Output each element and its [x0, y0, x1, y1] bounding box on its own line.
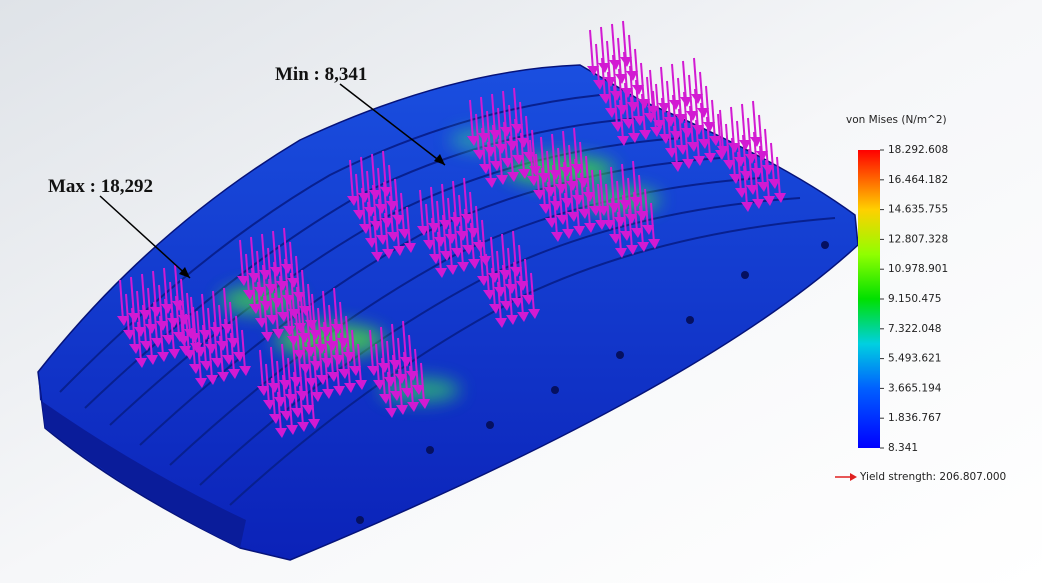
legend-label: 16.464.182 — [888, 174, 948, 186]
color-bar — [858, 150, 880, 448]
max-annotation: Max : 18,292 — [48, 176, 153, 197]
legend-label: 3.665.194 — [888, 382, 942, 394]
legend-label: 1.836.767 — [888, 412, 941, 424]
legend-label: 10.978.901 — [888, 263, 948, 275]
legend-label: 12.807.328 — [888, 233, 948, 245]
legend-label: 8.341 — [888, 442, 918, 454]
yield-note: Yield strength: 206.807.000 — [859, 471, 1006, 483]
legend-label: 14.635.755 — [888, 204, 948, 216]
legend-label: 5.493.621 — [888, 353, 941, 365]
min-annotation: Min : 8,341 — [275, 64, 367, 85]
legend-label: 9.150.475 — [888, 293, 941, 305]
simulation-view: Min : 8,341 Max : 18,292 von Mises (N/m^… — [0, 0, 1042, 583]
legend-label: 7.322.048 — [888, 323, 941, 335]
legend-title: von Mises (N/m^2) — [846, 114, 947, 126]
legend-label: 18.292.608 — [888, 144, 948, 156]
